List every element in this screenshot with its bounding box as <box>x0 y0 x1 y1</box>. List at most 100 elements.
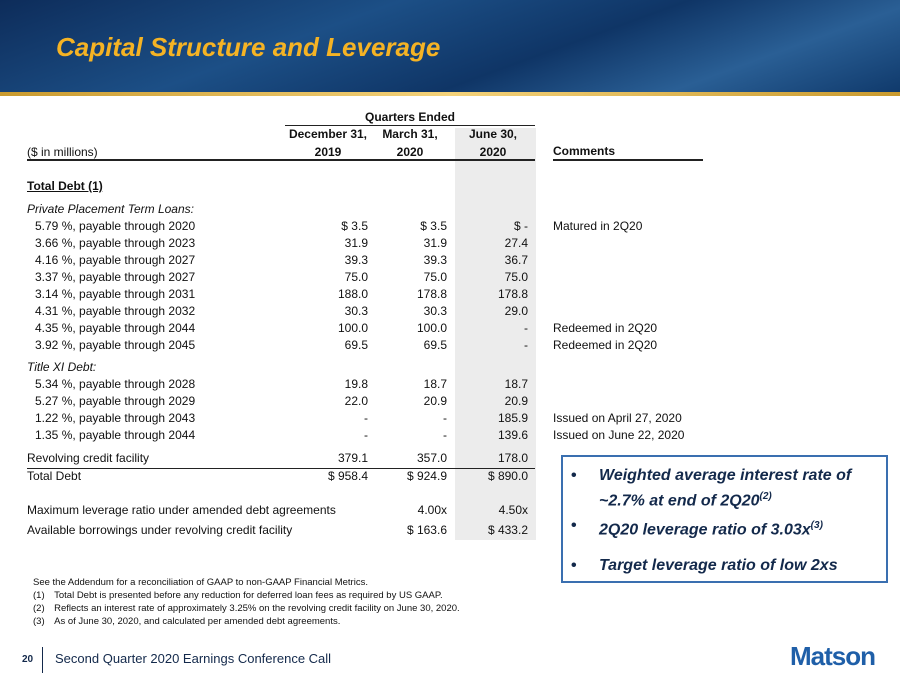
cell: 31.9 <box>423 236 447 250</box>
header-rule <box>0 92 900 96</box>
row-label: Available borrowings under revolving cre… <box>27 523 293 537</box>
comments-header: Comments <box>553 144 616 158</box>
cell: 100.0 <box>337 321 368 335</box>
bullet-text: 2Q20 leverage ratio of 3.03x <box>599 521 811 539</box>
comment: Matured in 2Q20 <box>553 219 643 233</box>
row-label: 4.31 %, payable through 2032 <box>35 304 196 318</box>
cell: - <box>364 428 368 442</box>
cell: - <box>443 428 447 442</box>
cell: 178.0 <box>497 451 528 465</box>
row-label: 5.34 %, payable through 2028 <box>35 377 196 391</box>
comment: Redeemed in 2Q20 <box>553 321 658 335</box>
bullet: 2Q20 leverage ratio of 3.03x(3) <box>571 515 879 540</box>
cell: 4.50x <box>498 503 528 517</box>
cell: 39.3 <box>344 253 368 267</box>
footnote: (3) As of June 30, 2020, and calculated … <box>33 616 341 627</box>
row-label: 3.37 %, payable through 2027 <box>35 270 196 284</box>
bullet-text: Weighted average interest rate of ~2.7% … <box>599 467 852 510</box>
bullet: Target leverage ratio of low 2xs <box>571 555 879 576</box>
cell: 69.5 <box>344 338 368 352</box>
column-header: June 30, <box>468 127 518 141</box>
cell: 69.5 <box>423 338 447 352</box>
cell: 185.9 <box>497 411 528 425</box>
cell: 75.0 <box>423 270 447 284</box>
cell: 75.0 <box>344 270 368 284</box>
row-label: 5.27 %, payable through 2029 <box>35 394 196 408</box>
row-label: 4.16 %, payable through 2027 <box>35 253 196 267</box>
footnote: See the Addendum for a reconciliation of… <box>33 577 368 588</box>
row-label: 3.92 %, payable through 2045 <box>35 338 196 352</box>
rule <box>285 125 535 126</box>
cell: 379.1 <box>337 451 368 465</box>
rule <box>553 159 703 161</box>
column-header: 2019 <box>314 145 342 159</box>
cell: 75.0 <box>504 270 528 284</box>
cell: 30.3 <box>344 304 368 318</box>
bullet-note: (2) <box>759 491 772 502</box>
footer-text: Second Quarter 2020 Earnings Conference … <box>55 651 332 666</box>
row-label: 3.66 %, payable through 2023 <box>35 236 196 250</box>
rule <box>27 468 535 469</box>
cell: 30.3 <box>423 304 447 318</box>
header-banner <box>0 0 900 92</box>
cell: $ 890.0 <box>487 469 528 483</box>
column-header: 2020 <box>396 145 424 159</box>
comment: Issued on June 22, 2020 <box>553 428 685 442</box>
comment: Redeemed in 2Q20 <box>553 338 658 352</box>
row-label: Private Placement Term Loans: <box>27 202 194 216</box>
footnote: (1) Total Debt is presented before any r… <box>33 590 443 601</box>
column-shade <box>455 128 536 540</box>
row-label: 1.35 %, payable through 2044 <box>35 428 196 442</box>
cell: 18.7 <box>504 377 528 391</box>
bullet: Weighted average interest rate of ~2.7% … <box>571 465 879 511</box>
cell: $ 3.5 <box>341 219 368 233</box>
page-number: 20 <box>22 654 34 665</box>
cell: 39.3 <box>423 253 447 267</box>
bullet-text: Target leverage ratio of low 2xs <box>599 557 838 574</box>
rule <box>27 159 535 161</box>
row-label: 1.22 %, payable through 2043 <box>35 411 196 425</box>
cell: 178.8 <box>416 287 447 301</box>
cell: 20.9 <box>423 394 447 408</box>
row-label: Title XI Debt: <box>27 360 97 374</box>
cell: $ - <box>513 219 528 233</box>
cell: 22.0 <box>344 394 368 408</box>
column-header: March 31, <box>382 127 438 141</box>
cell: 29.0 <box>504 304 528 318</box>
cell: 27.4 <box>504 236 528 250</box>
cell: $ 958.4 <box>327 469 368 483</box>
bullet-note: (3) <box>810 520 823 531</box>
cell: 139.6 <box>497 428 528 442</box>
row-label: 5.79 %, payable through 2020 <box>35 219 196 233</box>
cell: 19.8 <box>344 377 368 391</box>
slide-title: Capital Structure and Leverage <box>56 32 441 62</box>
cell: - <box>443 411 447 425</box>
cell: - <box>364 411 368 425</box>
cell: 20.9 <box>504 394 528 408</box>
footnote: (2) Reflects an interest rate of approxi… <box>33 603 460 614</box>
column-header: 2020 <box>479 145 507 159</box>
footer-divider <box>42 647 43 673</box>
cell: 31.9 <box>344 236 368 250</box>
cell: $ 163.6 <box>406 523 447 537</box>
row-label: 3.14 %, payable through 2031 <box>35 287 196 301</box>
cell: $ 433.2 <box>487 523 528 537</box>
row-label: Maximum leverage ratio under amended deb… <box>27 503 336 517</box>
column-header: December 31, <box>288 127 368 141</box>
cell: 18.7 <box>423 377 447 391</box>
row-label: Revolving credit facility <box>27 451 150 465</box>
comment: Issued on April 27, 2020 <box>553 411 682 425</box>
row-label: Total Debt <box>27 469 82 483</box>
logo: Matson <box>790 641 876 671</box>
cell: 36.7 <box>504 253 528 267</box>
cell: - <box>524 338 528 352</box>
group-header: Quarters Ended <box>364 110 456 124</box>
cell: 357.0 <box>416 451 447 465</box>
cell: $ 3.5 <box>420 219 447 233</box>
cell: 188.0 <box>337 287 368 301</box>
cell: 4.00x <box>417 503 447 517</box>
bullet-box: Weighted average interest rate of ~2.7% … <box>561 455 888 583</box>
row-label: 4.35 %, payable through 2044 <box>35 321 196 335</box>
cell: $ 924.9 <box>406 469 447 483</box>
